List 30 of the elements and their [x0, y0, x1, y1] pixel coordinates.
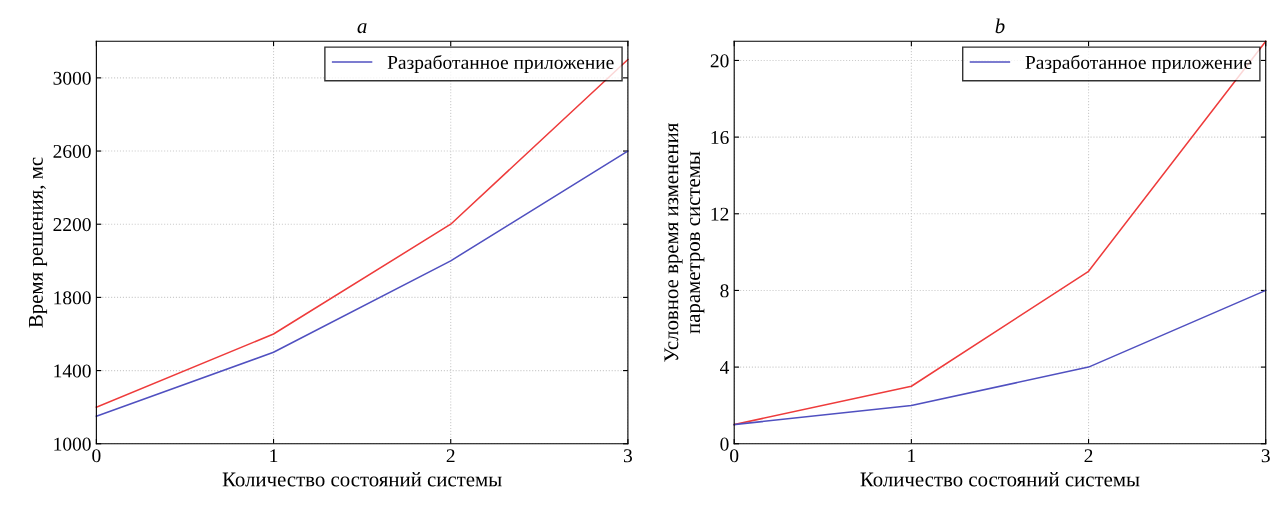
chart-title: b — [995, 18, 1005, 34]
x-tick-label: 0 — [730, 449, 739, 463]
legend-label: Разработанное приложение — [387, 54, 614, 73]
x-tick-label: 1 — [908, 449, 916, 463]
chart-title: a — [357, 23, 367, 34]
x-tick-label: 3 — [1261, 449, 1270, 463]
x-tick-label: 2 — [446, 449, 455, 463]
y-axis-title: Условное время изменения параметров системы — [664, 123, 705, 362]
y-tick-label: 2600 — [53, 144, 91, 158]
y-tick-label: 3000 — [53, 71, 91, 85]
y-axis-title: Время решения, мс — [28, 157, 48, 328]
y-tick-label: 0 — [720, 437, 729, 451]
y-tick-label: 1400 — [54, 364, 91, 378]
y-tick-label: 1800 — [54, 291, 91, 305]
x-tick-label: 0 — [92, 449, 101, 463]
y-tick-label: 12 — [711, 207, 729, 221]
x-axis-title: Количество состояний системы — [222, 472, 502, 487]
y-tick-label: 8 — [720, 284, 729, 298]
x-axis-title: Количество состояний системы — [860, 472, 1140, 487]
y-tick-label: 16 — [711, 130, 729, 145]
y-tick-label: 20 — [710, 54, 729, 68]
y-tick-label: 4 — [720, 361, 730, 374]
line-series — [733, 289, 1267, 426]
line-series — [95, 150, 629, 418]
y-tick-label: 1000 — [54, 437, 91, 451]
legend-label: Разработанное приложение — [1025, 54, 1252, 73]
y-tick-label: 2200 — [53, 218, 91, 232]
x-tick-label: 3 — [623, 449, 632, 463]
x-tick-label: 1 — [270, 449, 278, 463]
x-tick-label: 2 — [1084, 449, 1093, 463]
